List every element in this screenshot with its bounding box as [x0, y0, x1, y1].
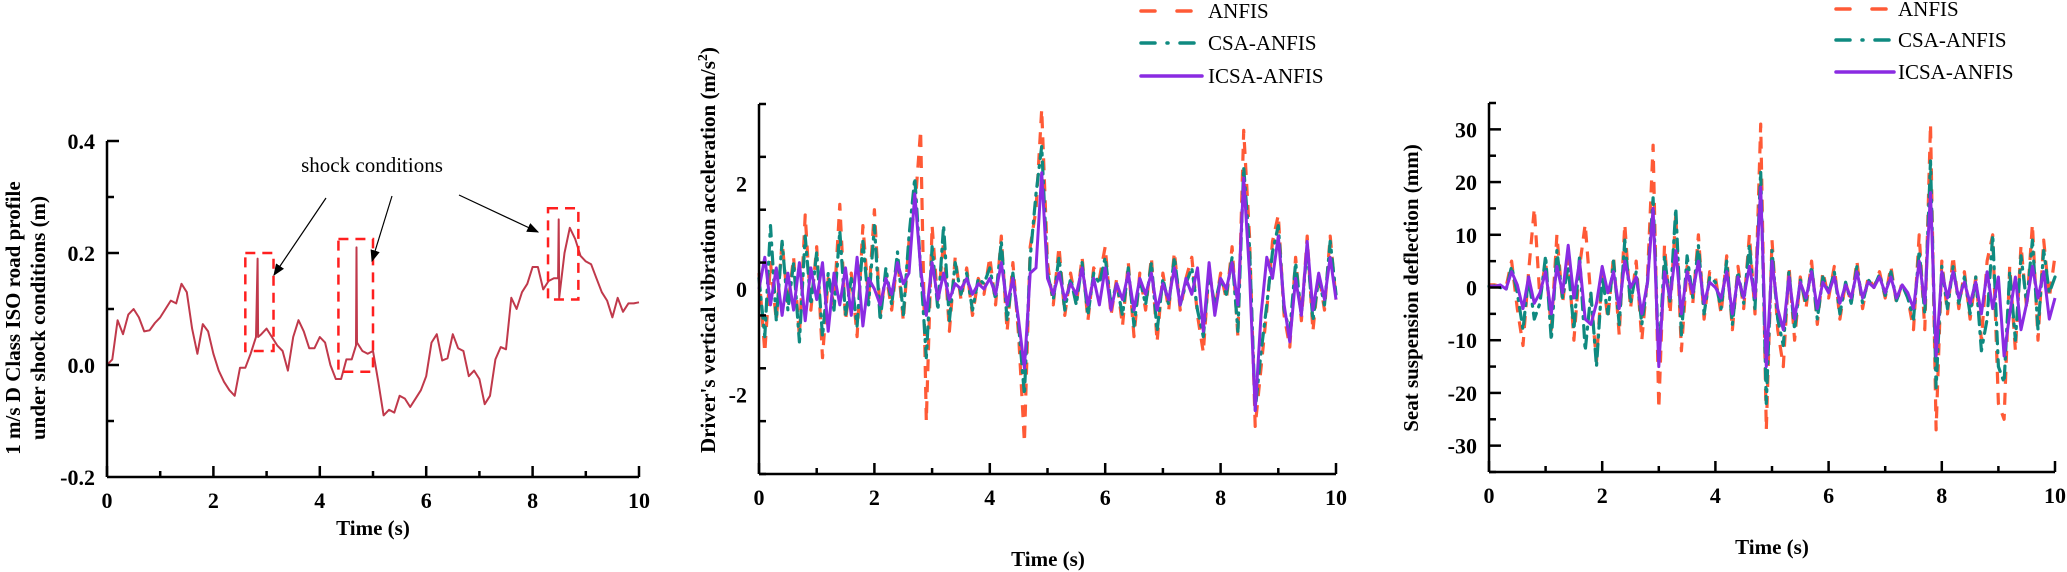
acceleration-legend-label: ICSA-ANFIS — [1208, 64, 1324, 88]
road-profile-x-tick-label: 6 — [421, 488, 432, 513]
road-profile-y-tick-label: 0.0 — [68, 353, 96, 378]
acceleration-x-axis-title: Time (s) — [1011, 547, 1085, 571]
road-profile-y-tick-label: 0.2 — [68, 241, 96, 266]
shock-arrow-2 — [370, 195, 393, 263]
deflection-y-tick-label: 10 — [1455, 223, 1477, 248]
deflection-plot-area — [1487, 122, 2057, 432]
acceleration-axes: 0 2 4 6 8 10 -2 0 2 — [729, 102, 1347, 510]
deflection-legend-label: CSA-ANFIS — [1898, 28, 2007, 52]
acceleration-y-axis-title-sup: 2 — [696, 54, 711, 61]
shock-box-2 — [337, 237, 375, 373]
shock-annotations: shock conditions — [244, 153, 580, 373]
deflection-y-tick-label: 30 — [1455, 117, 1477, 142]
deflection-x-tick-label: 10 — [2044, 483, 2066, 508]
road-profile-x-axis-title: Time (s) — [336, 516, 410, 540]
deflection-legend-label: ICSA-ANFIS — [1898, 60, 2014, 84]
shock-box-1 — [244, 251, 275, 353]
acceleration-x-tick-label: 4 — [984, 485, 995, 510]
shock-arrow-1 — [273, 197, 327, 276]
deflection-x-tick-label: 6 — [1823, 483, 1834, 508]
deflection-x-tick-label: 0 — [1484, 483, 1495, 508]
road-profile-x-tick-label: 10 — [628, 488, 650, 513]
road-profile-chart: 0 2 4 6 8 10 -0.2 0.0 0.2 0.4 shock conditions Ti… — [1, 129, 650, 540]
acceleration-y-axis-title-main: Driver's vertical vibration acceleration… — [696, 61, 720, 453]
deflection-y-axis-title: Seat suspension deflection (mm) — [1399, 144, 1423, 432]
acceleration-x-tick-label: 6 — [1100, 485, 1111, 510]
acceleration-legend: ANFIS CSA-ANFIS ICSA-ANFIS — [1139, 0, 1324, 88]
deflection-x-axis-title: Time (s) — [1735, 535, 1809, 559]
acceleration-x-tick-label: 8 — [1215, 485, 1226, 510]
road-profile-y-axis-title-line2: under shock conditions (m) — [26, 196, 50, 440]
shock-conditions-label: shock conditions — [301, 153, 443, 177]
deflection-y-tick-label: -30 — [1448, 434, 1477, 459]
shock-arrow-3 — [458, 194, 540, 233]
deflection-legend: ANFIS CSA-ANFIS ICSA-ANFIS — [1834, 0, 2014, 84]
road-profile-y-tick-label: 0.4 — [68, 129, 96, 154]
deflection-y-tick-label: -20 — [1448, 381, 1477, 406]
deflection-series-anfis — [1489, 122, 2057, 432]
acceleration-y-axis-title-end: ) — [696, 47, 720, 54]
deflection-y-tick-label: 20 — [1455, 170, 1477, 195]
shock-box-3 — [546, 206, 580, 301]
deflection-y-tick-label: -10 — [1448, 328, 1477, 353]
deflection-axes: 0 2 4 6 8 10 -30 -20 -10 0 10 20 30 — [1448, 101, 2066, 508]
road-profile-x-tick-label: 0 — [102, 488, 113, 513]
road-profile-axes: 0 2 4 6 8 10 -0.2 0.0 0.2 0.4 — [60, 129, 650, 513]
acceleration-y-axis-title: Driver's vertical vibration acceleration… — [696, 47, 720, 453]
road-profile-x-tick-label: 4 — [314, 488, 325, 513]
acceleration-y-tick-label: 0 — [736, 277, 747, 302]
acceleration-y-tick-label: -2 — [729, 383, 747, 408]
deflection-x-tick-label: 4 — [1710, 483, 1721, 508]
acceleration-x-tick-label: 0 — [754, 485, 765, 510]
deflection-x-tick-label: 8 — [1936, 483, 1947, 508]
deflection-chart: 0 2 4 6 8 10 -30 -20 -10 0 10 20 30 ANFIS CSA-ANFIS IC… — [1399, 0, 2066, 559]
deflection-legend-label: ANFIS — [1898, 0, 1959, 21]
road-profile-y-tick-label: -0.2 — [60, 465, 95, 490]
acceleration-x-tick-label: 2 — [869, 485, 880, 510]
acceleration-chart: 0 2 4 6 8 10 -2 0 2 ANFIS CSA-ANFIS ICSA-ANFIS Tim… — [696, 0, 1347, 571]
road-profile-x-tick-label: 8 — [527, 488, 538, 513]
acceleration-x-tick-label: 10 — [1325, 485, 1347, 510]
acceleration-legend-label: ANFIS — [1208, 0, 1269, 23]
acceleration-plot-area — [757, 107, 1338, 444]
road-profile-series-road-profile — [106, 218, 640, 417]
deflection-series-icsa-anfis — [1488, 185, 2057, 369]
acceleration-legend-label: CSA-ANFIS — [1208, 31, 1317, 55]
acceleration-series-icsa-anfis — [757, 171, 1338, 413]
deflection-x-tick-label: 2 — [1597, 483, 1608, 508]
road-profile-x-tick-label: 2 — [208, 488, 219, 513]
deflection-y-tick-label: 0 — [1466, 276, 1477, 301]
road-profile-y-axis-title-line1: 1 m/s D Class ISO road profile — [1, 181, 25, 454]
acceleration-y-tick-label: 2 — [736, 171, 747, 196]
road-profile-plot-area — [106, 218, 640, 417]
